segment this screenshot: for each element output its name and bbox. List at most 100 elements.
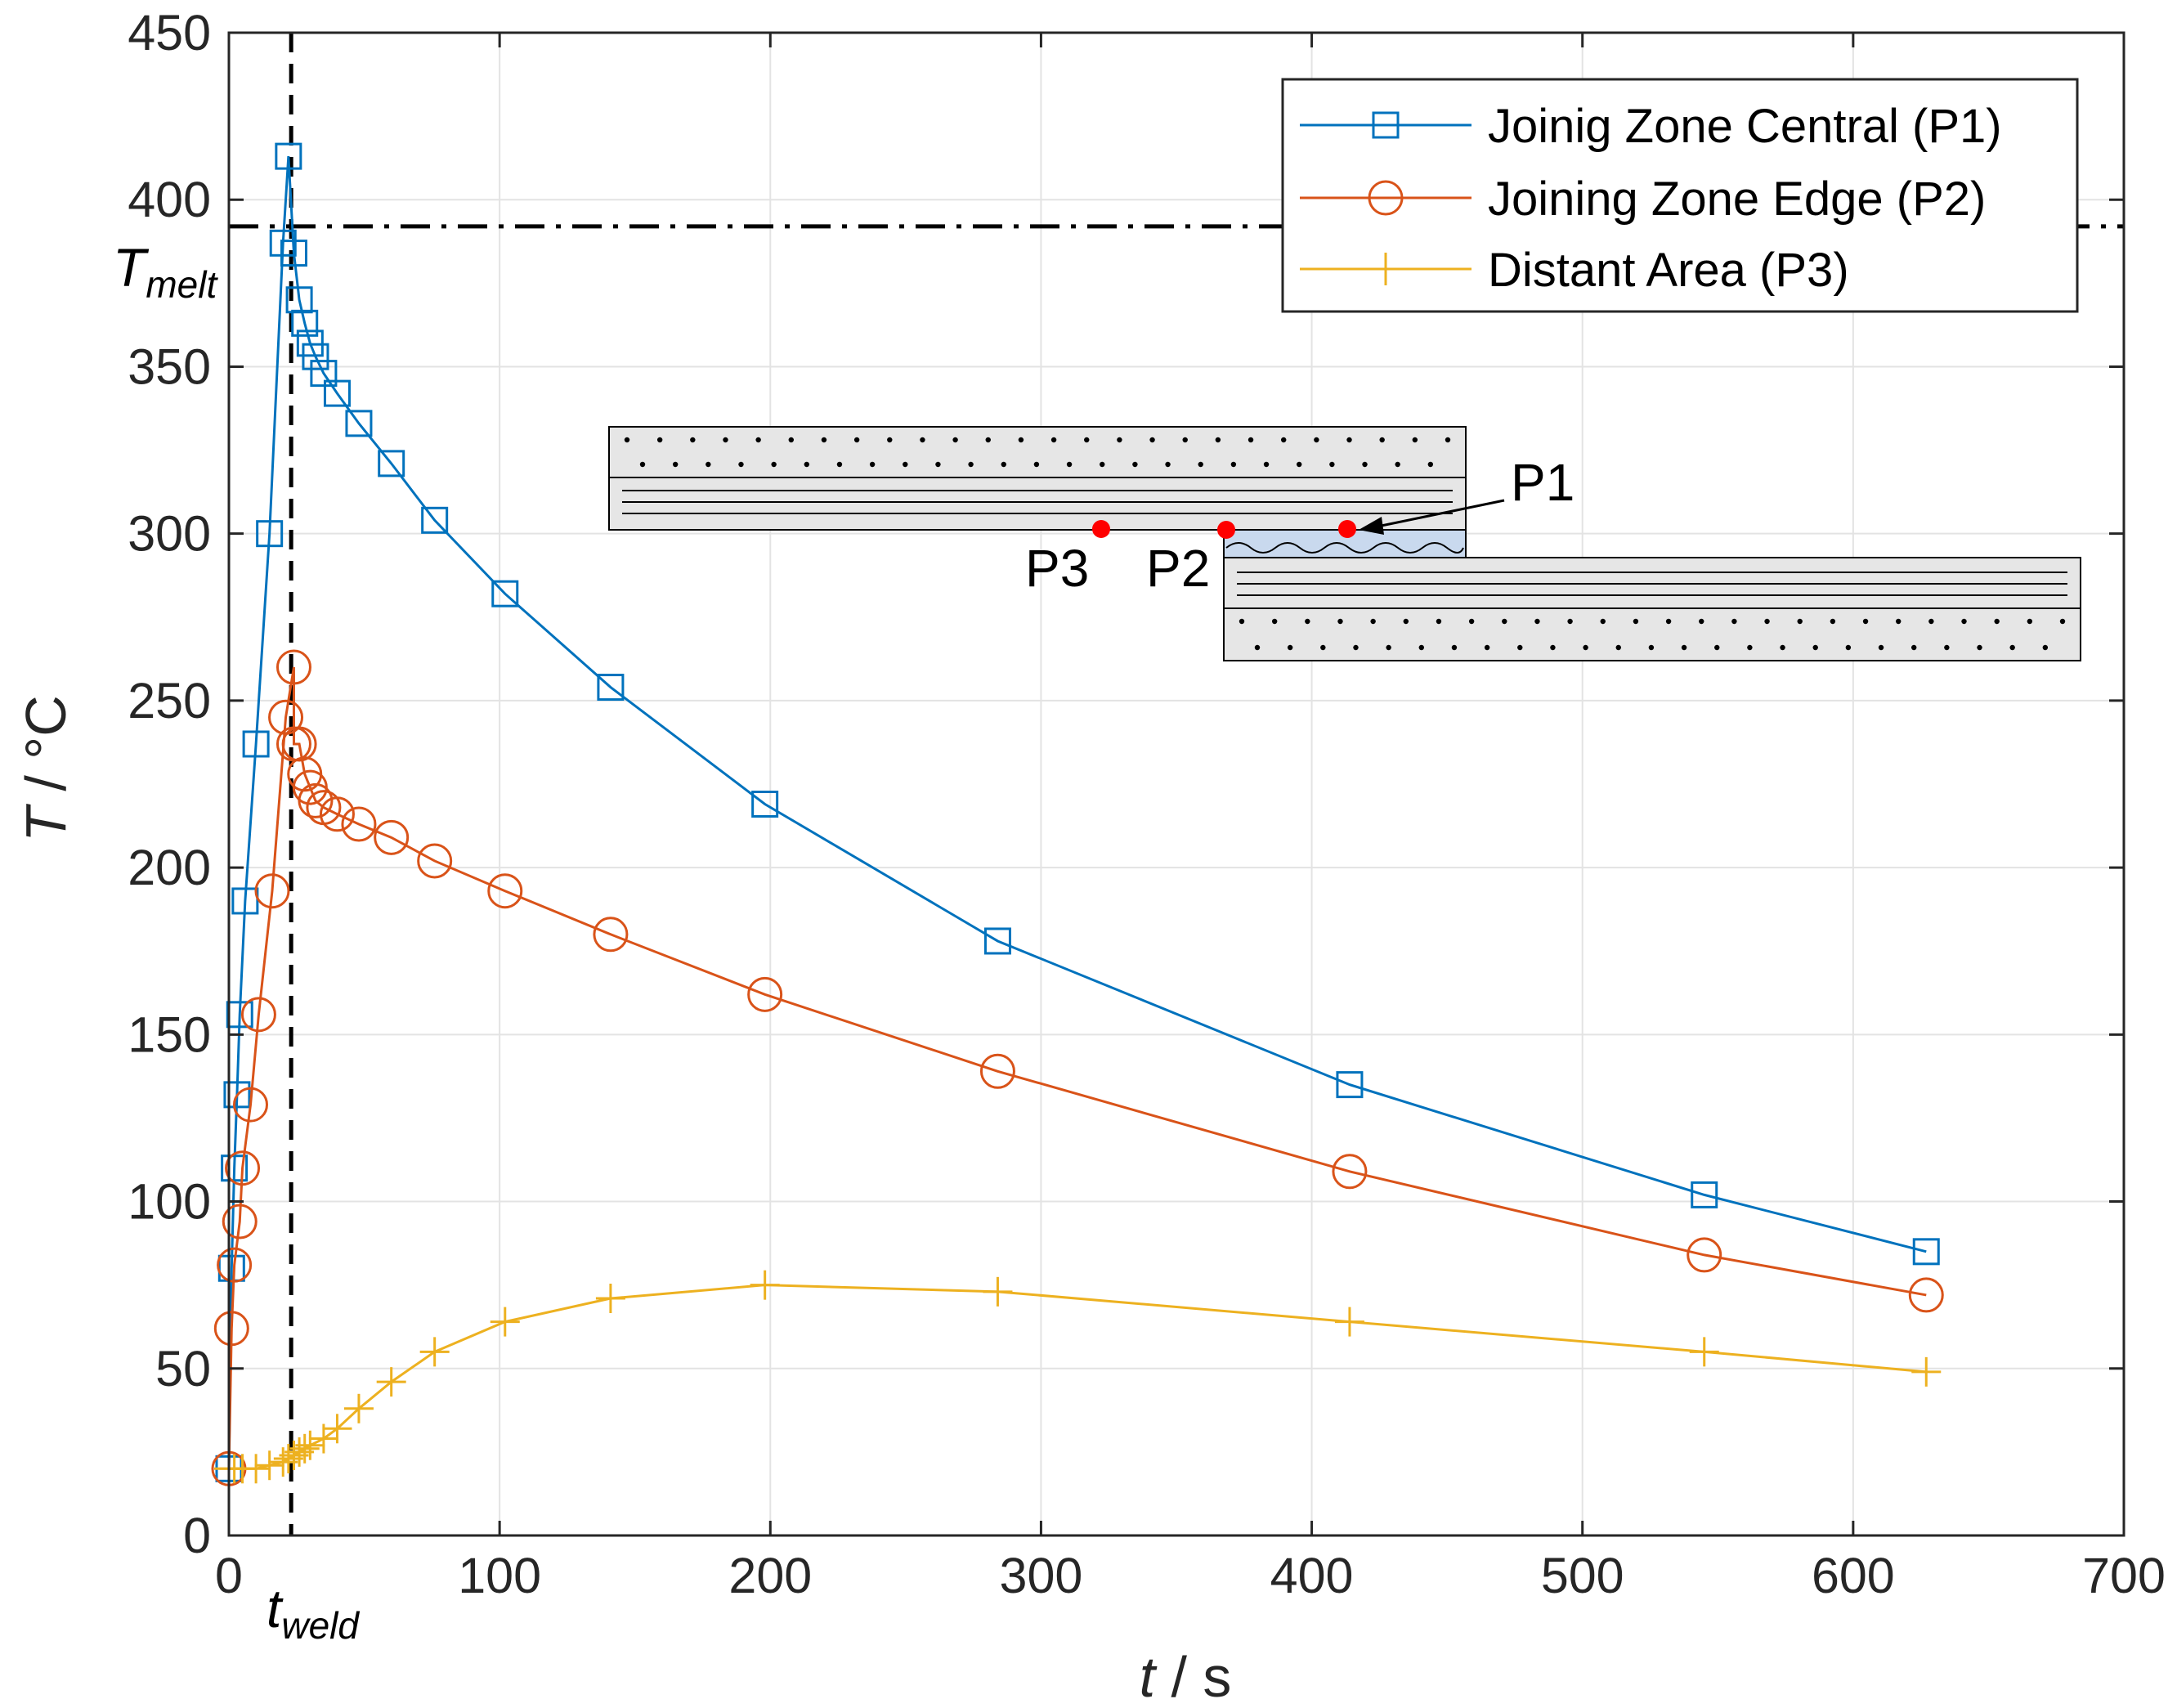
marker-p2-3 xyxy=(222,1204,258,1240)
upper-dot-12 xyxy=(1018,437,1024,443)
marker-p2-22 xyxy=(747,976,783,1012)
marker-p1-4 xyxy=(226,1001,253,1029)
marker-p1-23 xyxy=(983,927,1011,955)
y-tick-label-200: 200 xyxy=(128,840,211,895)
lower-dot-2 xyxy=(1305,618,1310,625)
lower-dot-27 xyxy=(1287,644,1293,651)
legend-marker-p2 xyxy=(1368,180,1404,216)
lower-dot-12 xyxy=(1633,618,1639,625)
marker-p3-17 xyxy=(595,1284,625,1314)
upper-dot-35 xyxy=(935,461,941,468)
marker-p2-26 xyxy=(1908,1277,1944,1313)
lower-dot-41 xyxy=(1747,644,1753,651)
upper-dot-1 xyxy=(656,437,663,443)
marker-p3-22 xyxy=(1911,1356,1942,1387)
lower-dot-31 xyxy=(1418,644,1425,651)
upper-dot-6 xyxy=(821,437,827,443)
legend-label-p1: Joinig Zone Central (P1) xyxy=(1488,100,2002,153)
marker-p2-25 xyxy=(1687,1237,1722,1273)
marker-p3-3 xyxy=(241,1454,271,1484)
upper-dot-5 xyxy=(788,437,794,443)
marker-p1-2 xyxy=(221,1154,249,1182)
upper-dot-11 xyxy=(985,437,991,443)
lower-dot-22 xyxy=(1961,618,1967,625)
upper-dot-31 xyxy=(804,461,809,468)
marker-p3-19 xyxy=(983,1276,1013,1307)
legend-label-p3: Distant Area (P3) xyxy=(1488,244,1849,297)
marker-p2-5 xyxy=(232,1087,268,1123)
marker-p1-9 xyxy=(275,142,302,170)
upper-dot-42 xyxy=(1165,461,1171,468)
marker-p2-16 xyxy=(319,796,355,832)
marker-p1-24 xyxy=(1336,1071,1364,1099)
x-axis-title: t / s xyxy=(1140,1645,1232,1708)
upper-dot-28 xyxy=(706,461,711,468)
upper-dot-47 xyxy=(1329,461,1335,468)
lower-dot-33 xyxy=(1484,644,1490,651)
lower-dot-42 xyxy=(1780,644,1785,651)
marker-p3-9 xyxy=(289,1433,320,1464)
lower-dot-25 xyxy=(2059,618,2066,625)
marker-p3-21 xyxy=(1689,1337,1719,1367)
upper-dot-16 xyxy=(1149,437,1155,443)
lower-dot-34 xyxy=(1517,644,1523,651)
x-tick-label-600: 600 xyxy=(1812,1548,1895,1603)
lower-dot-9 xyxy=(1534,618,1540,625)
upper-dot-37 xyxy=(1001,461,1006,468)
lower-dot-48 xyxy=(1977,644,1982,651)
marker-p2-19 xyxy=(417,843,453,879)
x-tick-label-400: 400 xyxy=(1270,1548,1354,1603)
y-tick-label-50: 50 xyxy=(155,1341,211,1396)
marker-p1-8 xyxy=(269,229,297,257)
marker-p3-16 xyxy=(490,1307,520,1337)
lower-dot-24 xyxy=(2027,618,2033,625)
lower-dot-50 xyxy=(2042,644,2049,651)
upper-dot-15 xyxy=(1117,437,1122,443)
lower-dot-10 xyxy=(1567,618,1573,625)
marker-p1-19 xyxy=(421,506,449,534)
upper-dot-38 xyxy=(1033,461,1040,468)
upper-dot-18 xyxy=(1215,437,1221,443)
upper-dot-45 xyxy=(1263,461,1270,468)
x-tick-label-300: 300 xyxy=(1000,1548,1083,1603)
upper-dot-21 xyxy=(1314,437,1319,443)
series-layer xyxy=(211,142,1944,1486)
marker-p1-6 xyxy=(242,730,270,758)
lower-dot-19 xyxy=(1862,618,1869,625)
lower-dot-14 xyxy=(1699,618,1704,625)
marker-p2-11 xyxy=(281,726,317,762)
plot-frame xyxy=(227,31,2125,1537)
marker-p3-12 xyxy=(322,1414,352,1444)
upper-plate-dotted-layer xyxy=(608,426,1467,478)
lower-dot-7 xyxy=(1468,618,1475,625)
lower-dot-36 xyxy=(1583,644,1588,651)
marker-p2-4 xyxy=(225,1150,261,1186)
marker-p3-14 xyxy=(376,1367,406,1397)
lower-dot-35 xyxy=(1550,644,1556,651)
y-tick-label-450: 450 xyxy=(128,5,211,61)
lower-dot-26 xyxy=(1254,644,1261,651)
upper-plate-lines xyxy=(622,490,1453,514)
marker-p2-14 xyxy=(298,782,334,818)
legend-box xyxy=(1281,78,2079,313)
lower-dot-16 xyxy=(1764,618,1770,625)
y-tick-label-150: 150 xyxy=(128,1006,211,1062)
upper-dot-50 xyxy=(1427,461,1434,468)
y-tick-label-250: 250 xyxy=(128,673,211,728)
marker-p1-12 xyxy=(291,309,319,337)
series-p2 xyxy=(211,649,1944,1486)
lower-dot-38 xyxy=(1648,644,1655,651)
x-tick-label-100: 100 xyxy=(458,1548,541,1603)
upper-dot-19 xyxy=(1248,437,1254,443)
p1-arrow-line xyxy=(1373,499,1505,529)
upper-dot-27 xyxy=(672,461,679,468)
lower-plate-dots xyxy=(1239,618,2066,651)
series-line-p2 xyxy=(227,666,1927,1469)
p1-label: P1 xyxy=(1511,453,1575,512)
lower-dot-15 xyxy=(1731,618,1737,625)
p3-label: P3 xyxy=(1025,539,1089,598)
y-tick-label-100: 100 xyxy=(128,1174,211,1230)
lower-dot-30 xyxy=(1386,644,1391,651)
upper-dot-46 xyxy=(1297,461,1302,468)
lower-dot-47 xyxy=(1944,644,1950,651)
